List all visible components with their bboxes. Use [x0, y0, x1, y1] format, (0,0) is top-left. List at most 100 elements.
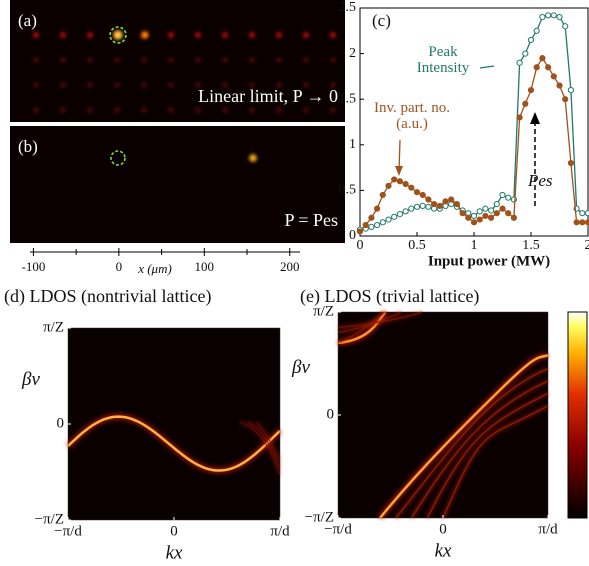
data-point [523, 51, 528, 56]
light-spot [276, 32, 282, 38]
data-point [546, 65, 551, 70]
data-point [546, 13, 551, 18]
data-point [392, 177, 397, 182]
x-tick-label: −π/d [324, 521, 352, 537]
data-point [443, 199, 448, 204]
data-point [580, 220, 585, 225]
data-point [409, 185, 414, 190]
data-point [414, 204, 419, 209]
light-spot [330, 107, 336, 113]
data-point [494, 201, 499, 206]
light-spot [222, 32, 228, 38]
data-point [363, 222, 368, 227]
data-point [426, 197, 431, 202]
data-point [420, 203, 425, 208]
x-tick-label: 0 [439, 521, 447, 537]
data-point [449, 197, 454, 202]
x-axis-label: x (μm) [137, 261, 172, 276]
data-point [386, 217, 391, 222]
data-point [414, 190, 419, 195]
x-tick-label: π/d [538, 521, 558, 537]
colorbar [568, 312, 587, 518]
data-point [369, 215, 374, 220]
y-tick-label: 1 [349, 137, 356, 152]
data-point [557, 83, 562, 88]
y-tick-label: 0 [349, 228, 356, 243]
annotation: Pes [527, 171, 553, 190]
arrow-head [530, 112, 540, 124]
data-point [551, 74, 556, 79]
light-spot [330, 32, 336, 38]
data-point [403, 209, 408, 214]
y-tick-label: 2.5 [339, 0, 357, 15]
panel-label: (c) [372, 11, 391, 30]
data-point [357, 229, 362, 234]
light-spot [114, 31, 123, 40]
data-point [466, 215, 471, 220]
light-spot [195, 32, 201, 38]
light-spot [276, 57, 282, 63]
x-tick-label: 0.5 [408, 238, 426, 253]
data-point [557, 15, 562, 20]
x-tick-label: 1.5 [522, 238, 540, 253]
light-spot [87, 57, 93, 63]
y-tick-label: 0.5 [339, 183, 357, 198]
data-point [483, 206, 488, 211]
y-tick-label: 2 [349, 46, 356, 61]
y-tick-label: 0 [327, 406, 335, 422]
light-spot [303, 107, 309, 113]
data-point [568, 160, 573, 165]
figure: (a)Linear limit, P → 0(b)P = Pes-1000100… [0, 0, 589, 566]
light-spot [60, 57, 66, 63]
legend-arrow [480, 66, 494, 68]
light-spot [60, 82, 66, 88]
data-point [392, 214, 397, 219]
data-point [563, 97, 568, 102]
data-point [489, 215, 494, 220]
y-axis-label: βv [21, 369, 40, 390]
data-point [489, 208, 494, 213]
data-point [477, 217, 482, 222]
light-spot [33, 57, 39, 63]
data-point [511, 215, 516, 220]
data-point [517, 60, 522, 65]
data-point [483, 213, 488, 218]
x-tick-label: 0 [170, 523, 178, 539]
annotation: Linear limit, P → 0 [198, 86, 338, 106]
light-spot [303, 32, 309, 38]
light-spot [222, 107, 228, 113]
data-point [506, 211, 511, 216]
data-point [471, 213, 476, 218]
chart: (a)Linear limit, P → 0(b)P = Pes-1000100… [0, 0, 589, 566]
arrow-head [395, 166, 403, 176]
light-spot [114, 82, 120, 88]
data-point [432, 201, 437, 206]
x-axis-label: kx [435, 540, 452, 561]
x-tick-label: 100 [195, 259, 215, 274]
data-point [528, 87, 533, 92]
annotation: P = Pes [285, 210, 339, 230]
x-tick-label: π/d [270, 523, 290, 539]
data-point [380, 220, 385, 225]
x-axis-label: kx [166, 542, 183, 563]
data-point [585, 220, 589, 225]
panel-title: (d) LDOS (nontrivial lattice) [4, 286, 211, 307]
y-tick-label: 0 [57, 415, 65, 431]
data-point [437, 203, 442, 208]
data-point [528, 37, 533, 42]
x-axis-label: Input power (MW) [428, 253, 550, 269]
data-point [397, 179, 402, 184]
data-point [403, 181, 408, 186]
light-spot [87, 107, 93, 113]
light-spot [195, 107, 201, 113]
data-point [506, 195, 511, 200]
data-point [426, 204, 431, 209]
light-spot [87, 82, 93, 88]
light-spot [222, 57, 228, 63]
data-point [540, 15, 545, 20]
x-tick-label: 0 [116, 259, 123, 274]
data-point [386, 183, 391, 188]
data-point [517, 115, 522, 120]
data-point [500, 206, 505, 211]
light-spot [249, 154, 257, 162]
